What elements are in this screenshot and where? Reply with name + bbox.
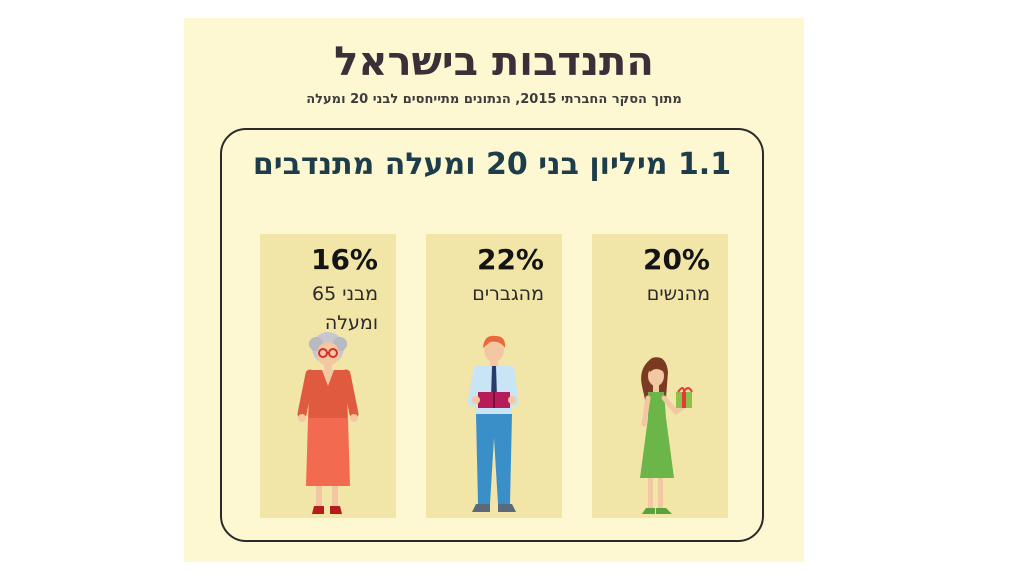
infographic-subtitle: מתוך הסקר החברתי 2015, הנתונים מתייחסים … (306, 92, 682, 107)
stat-label: מהגברים (472, 283, 544, 305)
woman-icon (640, 357, 693, 514)
stat-value: 16% (310, 243, 378, 276)
stat-label: מהנשים (646, 283, 710, 305)
stat-card-women: 20% מהנשים (592, 234, 728, 518)
stats-panel: 1.1 מיליון בני 20 ומעלה מתנדבים 20% מהנש… (220, 128, 764, 542)
stat-value: 22% (476, 243, 544, 276)
stat-label: מבני 65 ומעלה (312, 283, 378, 334)
infographic: התנדבות בישראל מתוך הסקר החברתי 2015, הנ… (184, 18, 804, 562)
infographic-title: התנדבות בישראל (334, 39, 654, 85)
stats-headline: 1.1 מיליון בני 20 ומעלה מתנדבים (252, 147, 732, 182)
stat-card-seniors: 16% מבני 65 ומעלה (260, 234, 396, 518)
elderly-woman-icon (297, 332, 359, 514)
stat-value: 20% (642, 243, 710, 276)
stat-card-men: 22% מהגברים (426, 234, 562, 518)
man-icon (467, 335, 519, 512)
